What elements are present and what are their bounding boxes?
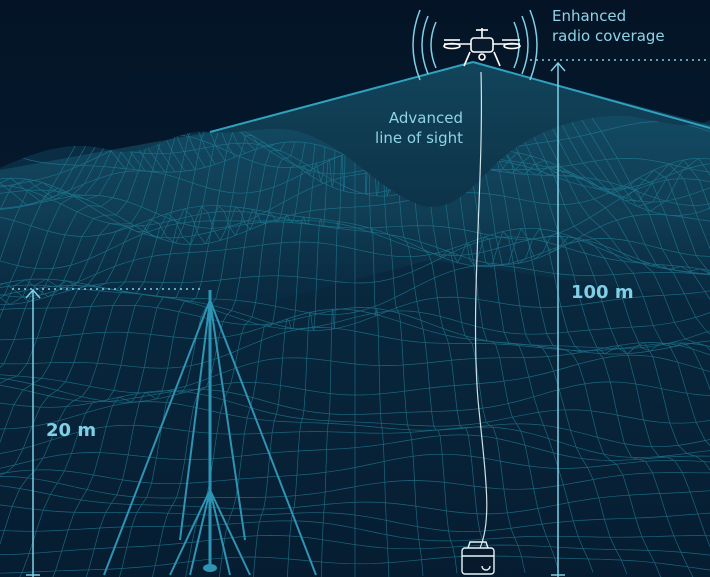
line-of-sight-label: Advanced line of sight: [340, 108, 463, 148]
mast-height-label: 20 m: [46, 420, 97, 441]
mast-height-arrow: [25, 288, 41, 577]
tethered-drone-icon: [443, 28, 521, 67]
telescopic-mast-icon: [103, 290, 317, 576]
drone-height-arrow: [550, 61, 566, 577]
tether-station-icon: [461, 541, 495, 575]
radio-coverage-line-1: Enhanced: [552, 7, 627, 25]
radio-coverage-line-2: radio coverage: [552, 27, 665, 45]
line-of-sight-line-2: line of sight: [375, 129, 463, 147]
line-of-sight-line-1: Advanced: [388, 109, 463, 127]
drone-height-label: 100 m: [571, 282, 634, 303]
radio-coverage-label: Enhanced radio coverage: [552, 6, 665, 46]
